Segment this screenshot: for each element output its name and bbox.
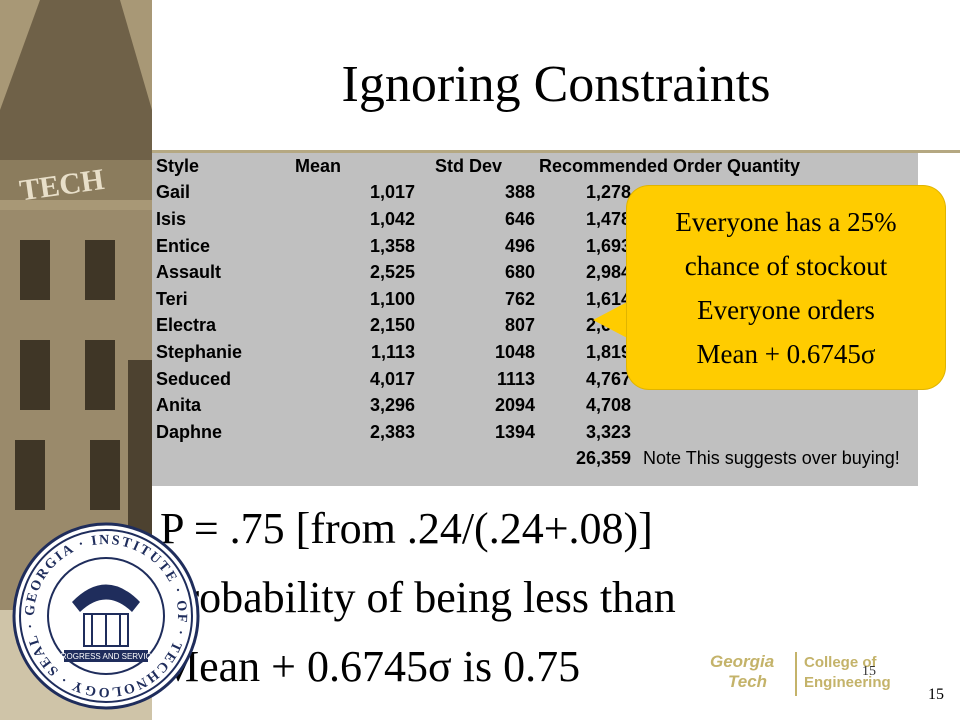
stockout-callout: Everyone has a 25% chance of stockout Ev… <box>627 186 945 389</box>
cell-style: Isis <box>156 208 187 229</box>
callout-pointer <box>593 300 631 340</box>
cell-style: Teri <box>156 288 188 309</box>
cell-mean: 2,150 <box>369 315 415 336</box>
cell-mean: 2,383 <box>369 421 415 442</box>
logo-college-of: College of <box>804 654 877 671</box>
cell-style: Gail <box>156 182 191 203</box>
cell-style: Daphne <box>156 421 223 442</box>
cell-style: Assault <box>156 262 222 283</box>
logo-engineering: Engineering <box>804 674 891 691</box>
probability-statement-line2: Mean + 0.6745σ is 0.75 <box>160 642 581 691</box>
cell-std-dev: 680 <box>504 262 535 283</box>
cell-mean: 1,358 <box>369 235 415 256</box>
cell-std-dev: 646 <box>504 208 535 229</box>
table-row: Entice 1,358 496 1,693 <box>152 233 900 260</box>
logo-divider <box>795 652 797 696</box>
cell-mean: 1,042 <box>369 208 415 229</box>
cell-std-dev: 762 <box>504 288 535 309</box>
cell-mean: 1,100 <box>369 288 415 309</box>
cell-mean: 4,017 <box>369 368 415 389</box>
table-row: Anita 3,296 2094 4,708 <box>152 392 900 419</box>
georgia-tech-seal-icon: GEORGIA · INSTITUTE · OF · TECHNOLOGY · … <box>12 522 200 710</box>
inner-page-number: 15 <box>862 664 876 679</box>
callout-line: chance of stockout <box>684 251 888 281</box>
table-row: Gail 1,017 388 1,278 <box>152 180 900 207</box>
column-header-std-dev: Std Dev <box>435 155 503 176</box>
slide-title: Ignoring Constraints <box>341 56 771 113</box>
over-buying-note: Note This suggests over buying! <box>643 448 900 469</box>
svg-text:PROGRESS AND SERVICE: PROGRESS AND SERVICE <box>55 652 156 661</box>
cell-order-quantity: 1,693 <box>585 235 631 256</box>
cell-std-dev: 1394 <box>494 421 535 442</box>
cell-style: Electra <box>156 315 217 336</box>
cell-mean: 2,525 <box>369 262 415 283</box>
logo-georgia: Georgia <box>710 652 775 671</box>
total-order-quantity: 26,359 <box>575 448 631 469</box>
callout-line: Everyone has a 25% <box>675 207 897 237</box>
probability-statement-line1: Probability of being less than <box>160 573 676 622</box>
table-row: Stephanie 1,113 1048 1,819 <box>152 339 900 366</box>
cell-order-quantity: 4,767 <box>585 368 631 389</box>
cell-std-dev: 807 <box>504 315 535 336</box>
table-row: Isis 1,042 646 1,478 <box>152 206 900 233</box>
cell-order-quantity: 1,819 <box>585 341 631 362</box>
callout-line: Mean + 0.6745σ <box>696 339 876 369</box>
cell-std-dev: 1113 <box>496 368 535 389</box>
table-total-row: 26,359 Note This suggests over buying! <box>152 446 900 473</box>
column-header-style: Style <box>156 155 200 176</box>
cell-std-dev: 496 <box>504 235 535 256</box>
cell-order-quantity: 2,984 <box>585 262 631 283</box>
cell-mean: 1,113 <box>370 341 415 362</box>
cell-std-dev: 1048 <box>494 341 535 362</box>
table-row: Daphne 2,383 1394 3,323 <box>152 419 900 446</box>
cell-style: Entice <box>156 235 211 256</box>
column-header-mean: Mean <box>295 155 342 176</box>
title-divider <box>152 150 960 153</box>
cell-std-dev: 2094 <box>494 395 535 416</box>
cell-std-dev: 388 <box>504 182 535 203</box>
table-row: Seduced 4,017 1113 4,767 <box>152 366 900 393</box>
table-header-row: Style Mean Std Dev Recommended Order Qua… <box>152 153 900 180</box>
page-number: 15 <box>928 686 944 703</box>
probability-formula: P = .75 [from .24/(.24+.08)] <box>160 504 653 553</box>
table-row: Assault 2,525 680 2,984 <box>152 259 900 286</box>
cell-order-quantity: 3,323 <box>585 421 631 442</box>
cell-order-quantity: 1,278 <box>585 182 631 203</box>
college-of-engineering-logo: Georgia Tech College of Engineering <box>710 650 915 700</box>
cell-style: Stephanie <box>156 341 243 362</box>
cell-order-quantity: 4,708 <box>585 395 631 416</box>
cell-style: Anita <box>156 395 201 416</box>
cell-mean: 1,017 <box>369 182 415 203</box>
callout-line: Everyone orders <box>697 295 875 325</box>
cell-mean: 3,296 <box>369 395 415 416</box>
column-header-recommended-order-quantity: Recommended Order Quantity <box>539 155 801 176</box>
cell-style: Seduced <box>156 368 232 389</box>
cell-order-quantity: 1,478 <box>585 208 631 229</box>
logo-tech: Tech <box>728 672 768 691</box>
